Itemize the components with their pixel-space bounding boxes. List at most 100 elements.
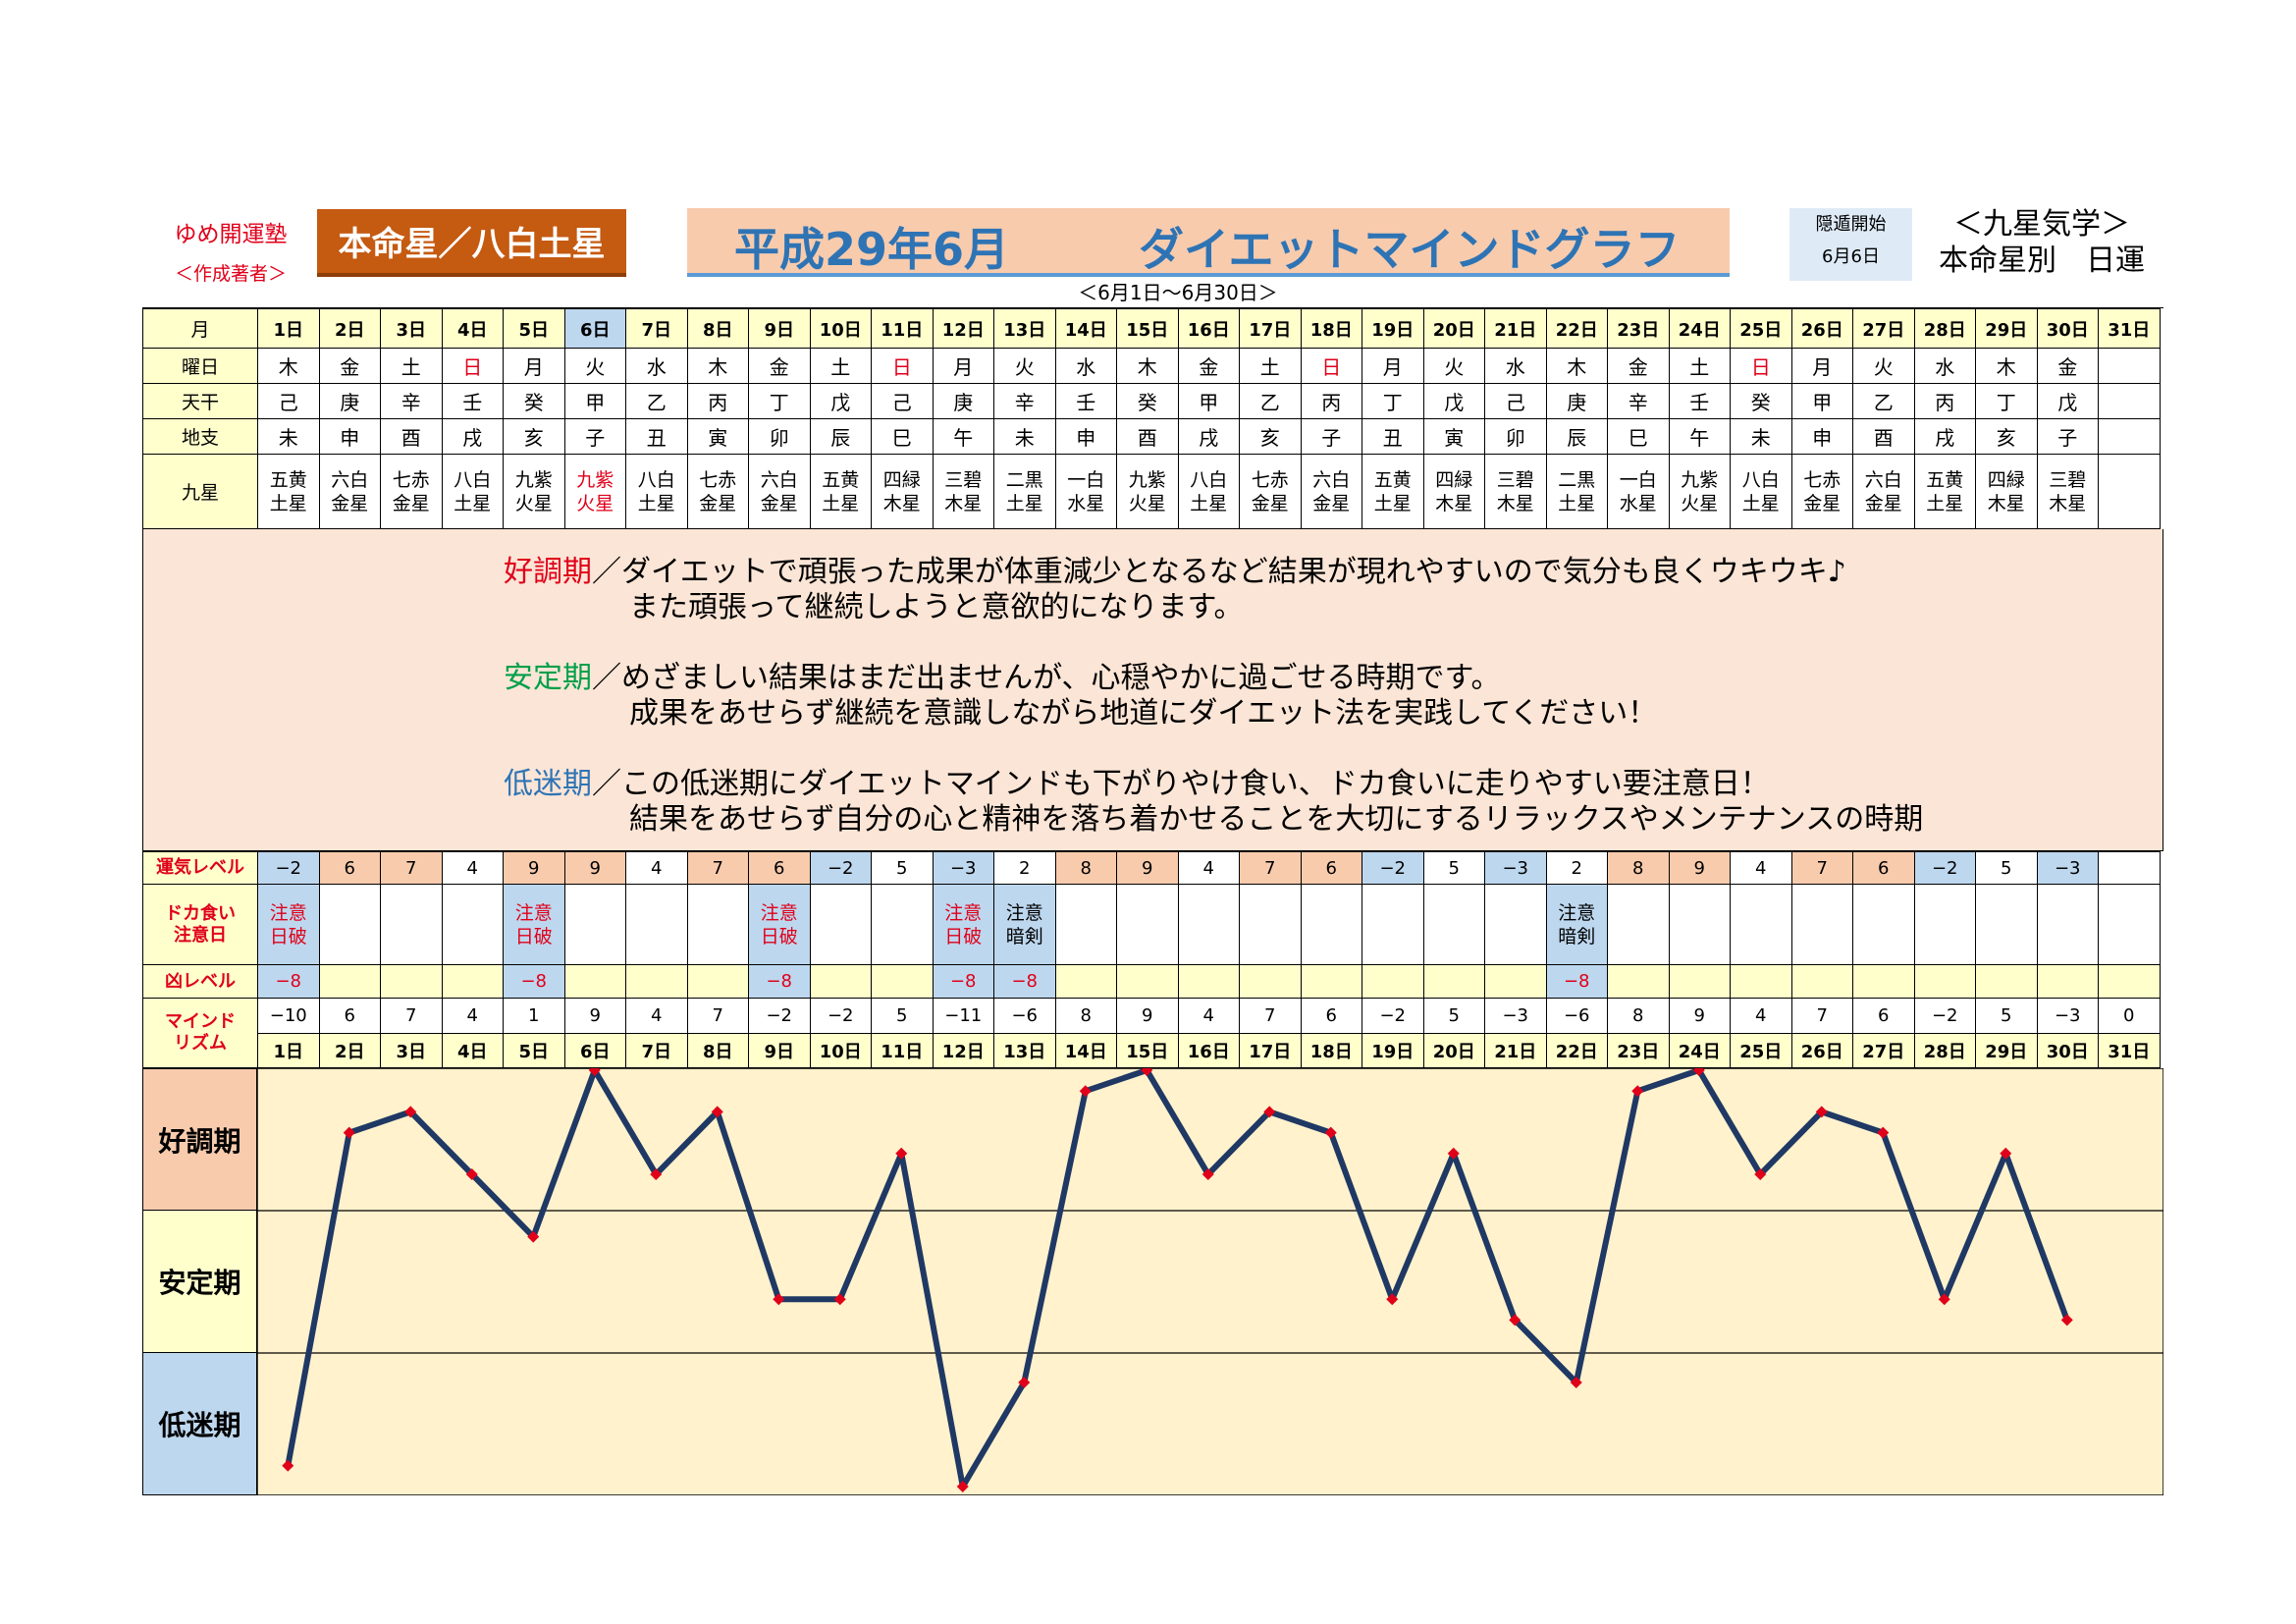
- day-header: 15日: [1117, 308, 1179, 349]
- shi-cell: 申: [1055, 419, 1117, 455]
- kyusei-element: 土星: [1926, 492, 1964, 514]
- weekday-label: 日: [462, 355, 483, 379]
- day-label: 14日: [1064, 1042, 1107, 1062]
- weekday-label: 土: [400, 355, 421, 379]
- bad-level-cell: [1178, 965, 1240, 999]
- title-era: 平成29年6月: [734, 223, 1010, 276]
- overeat-cell: [1117, 885, 1179, 965]
- overeat-label-1: ドカ食い: [165, 902, 236, 924]
- overeat-cell: [1853, 885, 1915, 965]
- kyusei-star: 四緑: [882, 468, 921, 491]
- good-text-1: ／ダイエットで頑張った成果が体重減少となるなど結果が現れやすいので気分も良くウキ…: [592, 555, 1846, 589]
- row-label-text: 天干: [181, 392, 219, 413]
- day-label: 8日: [702, 1042, 733, 1062]
- overeat-mark: 注意 日破: [515, 901, 553, 948]
- kyusei-value: 六白 金星: [1312, 468, 1350, 515]
- kyusei-value: 八白 土星: [454, 468, 491, 515]
- row-label-month: 月: [142, 308, 258, 349]
- weekday-label: 金: [769, 355, 789, 379]
- kyusei-cell: 八白 土星: [626, 455, 688, 529]
- kan-cell: 丙: [687, 384, 749, 419]
- kyusei-element: 金星: [331, 492, 369, 514]
- mind-value: 4: [1202, 1005, 1214, 1026]
- shi-label: 巳: [1628, 426, 1648, 450]
- kyusei-star: 八白: [637, 468, 675, 491]
- mind-value-cell: −3: [2037, 999, 2099, 1034]
- day-label: 18日: [1309, 319, 1353, 341]
- bad-level-cell: [1240, 965, 1302, 999]
- level-cell: 9: [564, 851, 626, 885]
- level-cell: 9: [1669, 851, 1731, 885]
- weekday-cell: 木: [1117, 349, 1179, 384]
- level-cell: −3: [933, 851, 994, 885]
- shi-cell: 子: [1301, 419, 1362, 455]
- hide-start-box: 隠遁開始 6月6日: [1789, 208, 1912, 281]
- weekday-label: 木: [708, 355, 728, 379]
- kyusei-cell: 六白 金星: [749, 455, 811, 529]
- day-label: 24日: [1678, 319, 1721, 341]
- day-footer: 25日: [1731, 1034, 1792, 1068]
- day-header: 17日: [1240, 308, 1302, 349]
- data-point-16: [1201, 1168, 1214, 1180]
- mind-value-cell: −10: [258, 999, 320, 1034]
- shi-cell: 丑: [626, 419, 688, 455]
- mind-value-cell: 4: [442, 999, 504, 1034]
- bad-level-cell: [319, 965, 381, 999]
- weekday-label: 金: [1628, 355, 1648, 379]
- shi-label: 酉: [1873, 426, 1894, 450]
- kan-cell: 癸: [1731, 384, 1792, 419]
- natal-star-box: 本命星／八白土星: [317, 209, 626, 277]
- kyusei-value: 六白 金星: [1865, 468, 1902, 515]
- overeat-cell: [687, 885, 749, 965]
- mind-value: −10: [269, 1005, 307, 1026]
- shi-cell: 未: [1731, 419, 1792, 455]
- kyusei-star: 九紫: [514, 468, 553, 491]
- kyusei-cell: 二黒 土星: [994, 455, 1056, 529]
- kyusei-value: 五黄 土星: [822, 468, 859, 515]
- day-header: 12日: [933, 308, 994, 349]
- kyusei-cell: 七赤 金星: [1791, 455, 1853, 529]
- kyusei-value: 九紫 火星: [1129, 468, 1166, 515]
- day-label: 7日: [641, 1042, 672, 1062]
- level-cell: 6: [319, 851, 381, 885]
- day-footer: 20日: [1423, 1034, 1485, 1068]
- weekday-label: 水: [1076, 355, 1096, 379]
- overeat-mark: 注意 日破: [944, 901, 982, 948]
- overeat-cell: 注意 日破: [258, 885, 320, 965]
- bad-level-value: −8: [766, 971, 793, 992]
- kyusei-value: 三碧 木星: [944, 468, 982, 515]
- level-cell: 2: [1546, 851, 1608, 885]
- kyusei-cell: 五黄 土星: [1914, 455, 1976, 529]
- shi-label: 戌: [1935, 426, 1955, 450]
- mind-value-cell: 1: [504, 999, 565, 1034]
- kan-cell: 己: [1485, 384, 1547, 419]
- mind-value-cell: −6: [1546, 999, 1608, 1034]
- shi-cell: 巳: [872, 419, 934, 455]
- day-label: 16日: [1187, 319, 1230, 341]
- data-point-6: [588, 1068, 601, 1076]
- kan-label: 甲: [585, 391, 606, 414]
- shi-label: 寅: [1444, 426, 1465, 450]
- kyusei-cell: 八白 土星: [442, 455, 504, 529]
- overeat-mark: 注意 日破: [761, 901, 798, 948]
- day-header: 20日: [1423, 308, 1485, 349]
- mind-value-cell: −6: [994, 999, 1056, 1034]
- mind-value-cell: 6: [1853, 999, 1915, 1034]
- mind-value-cell: 9: [1669, 999, 1731, 1034]
- low-text-1: ／この低迷期にダイエットマインドも下がりやけ食い、ドカ食いに走りやすい要注意日！: [592, 767, 1770, 801]
- row-label-level: 運気レベル: [142, 851, 258, 885]
- kan-cell: 辛: [381, 384, 443, 419]
- kyusei-element: 木星: [1435, 492, 1473, 514]
- kyusei-cell: 七赤 金星: [1240, 455, 1302, 529]
- bad-level-value: −8: [1563, 971, 1590, 992]
- shi-cell: 亥: [1240, 419, 1302, 455]
- mind-value: 4: [1755, 1005, 1767, 1026]
- kan-cell: 戊: [1423, 384, 1485, 419]
- bad-level-cell: [1301, 965, 1362, 999]
- mind-value: −2: [1379, 1005, 1407, 1026]
- kan-cell: 乙: [1240, 384, 1302, 419]
- weekday-label: 火: [1014, 355, 1035, 379]
- bad-level-cell: [564, 965, 626, 999]
- kan-label: 壬: [1689, 391, 1710, 414]
- day-footer: 10日: [810, 1034, 872, 1068]
